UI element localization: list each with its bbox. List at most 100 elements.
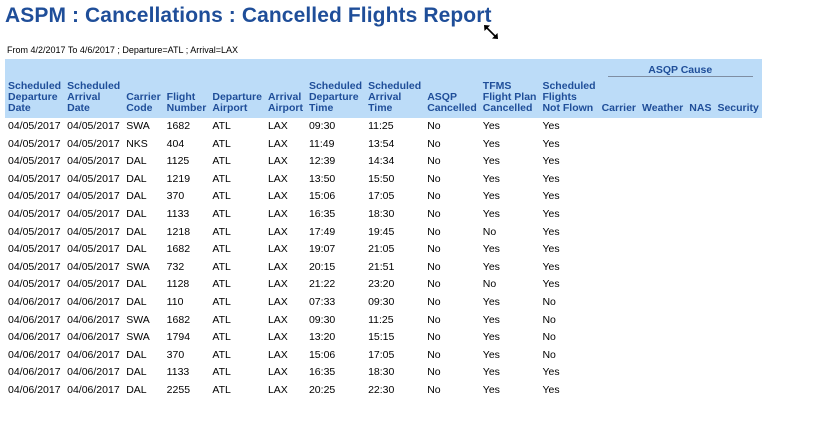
table-cell: No: [427, 207, 441, 220]
table-cell: 07:33: [308, 295, 336, 308]
table-cell: Yes: [482, 348, 500, 361]
column-header-line: Arrival: [368, 91, 402, 103]
table-cell: ATL: [212, 172, 231, 185]
table-cell: 04/05/2017: [67, 137, 120, 150]
table-cell: No: [427, 260, 441, 273]
table-cell: No: [427, 190, 441, 203]
table-cell: ATL: [212, 243, 231, 256]
table-cell: [599, 136, 639, 154]
table-cell: 04/05/2017: [8, 207, 61, 220]
page-title: ASPM : Cancellations : Cancelled Flights…: [5, 4, 492, 27]
table-cell: Yes: [542, 383, 560, 396]
table-cell: Yes: [482, 172, 500, 185]
table-cell: 04/06/2017: [8, 313, 61, 326]
table-row: 04/05/2017 04/05/2017 DAL 1133 ATL LAX 16:35 18…: [5, 206, 762, 224]
table-cell: [714, 153, 761, 171]
table-cell: Yes: [542, 260, 560, 273]
table-cell: DAL: [126, 207, 147, 220]
table-cell: [639, 382, 686, 400]
table-cell: 23:20: [368, 278, 395, 291]
column-header-line: Departure: [8, 91, 58, 103]
table-cell: [714, 136, 761, 154]
table-cell: [639, 294, 686, 312]
table-cell: [686, 329, 714, 347]
table-row: 04/06/2017 04/06/2017 SWA 1682 ATL LAX 09:30 11…: [5, 312, 762, 330]
table-cell: 13:50: [308, 172, 336, 185]
table-cell: 04/06/2017: [8, 366, 61, 379]
table-cell: LAX: [267, 295, 288, 308]
column-header-line: Weather: [642, 102, 684, 114]
table-cell: 1682: [166, 120, 191, 132]
table-cell: No: [427, 243, 441, 256]
table-cell: [686, 294, 714, 312]
cancelled-flights-table: ASQP Cause Scheduled Departure Date Schedul…: [5, 59, 762, 400]
table-cell: No: [427, 366, 441, 379]
table-cell: 110: [166, 295, 184, 308]
table-cell: SWA: [126, 331, 150, 344]
table-cell: [639, 259, 686, 277]
table-cell: [639, 347, 686, 365]
table-cell: Yes: [542, 366, 560, 379]
table-cell: [714, 294, 761, 312]
table-cell: [639, 206, 686, 224]
table-cell: [686, 188, 714, 206]
table-cell: LAX: [267, 278, 288, 291]
table-cell: 1682: [166, 313, 191, 326]
table-cell: 1133: [166, 366, 190, 379]
table-cell: 04/06/2017: [67, 348, 120, 361]
table-cell: 21:51: [368, 260, 395, 273]
table-cell: [599, 347, 639, 365]
table-cell: Yes: [542, 172, 560, 185]
table-cell: Yes: [542, 225, 560, 238]
table-cell: LAX: [267, 348, 288, 361]
table-cell: Yes: [542, 120, 560, 132]
table-cell: ATL: [212, 295, 231, 308]
table-cell: LAX: [267, 207, 288, 220]
column-header-line: Security: [717, 102, 759, 114]
column-header: Scheduled Arrival Date: [64, 80, 124, 118]
column-header-line: Departure: [308, 91, 359, 103]
table-cell: Yes: [482, 155, 500, 168]
table-cell: DAL: [126, 155, 147, 168]
table-cell: 04/05/2017: [67, 155, 120, 168]
table-row: 04/05/2017 04/05/2017 DAL 1682 ATL LAX 19:07 21…: [5, 241, 762, 259]
table-cell: 12:39: [308, 155, 336, 168]
table-cell: 04/06/2017: [8, 348, 61, 361]
table-cell: LAX: [267, 225, 288, 238]
column-header-line: Date: [67, 102, 90, 114]
column-header-line: Cancelled: [482, 102, 533, 114]
column-header-line: Scheduled: [67, 80, 121, 92]
table-cell: 370: [166, 190, 185, 203]
table-row: 04/06/2017 04/06/2017 DAL 2255 ATL LAX 20:25 22…: [5, 382, 762, 400]
table-cell: 13:54: [368, 137, 395, 150]
column-header: Departure Airport: [209, 81, 265, 118]
column-header: Carrier Code: [123, 81, 164, 118]
table-cell: DAL: [126, 348, 147, 361]
table-cell: [599, 171, 639, 189]
table-cell: LAX: [267, 366, 288, 379]
column-header-line: Flights: [542, 91, 577, 103]
table-cell: 04/06/2017: [67, 295, 120, 308]
table-cell: 04/05/2017: [8, 137, 61, 150]
table-row: 04/05/2017 04/05/2017 DAL 1128 ATL LAX 21:22 23…: [5, 276, 762, 294]
column-header-line: Time: [308, 102, 334, 114]
table-body: 04/05/2017 04/05/2017 SWA 1682 ATL LAX 09:30 11…: [5, 118, 762, 400]
table-cell: ATL: [212, 155, 231, 168]
table-cell: No: [427, 137, 441, 150]
table-cell: ATL: [212, 278, 231, 291]
table-cell: 04/05/2017: [8, 243, 61, 256]
column-header-row: Scheduled Departure Date Scheduled Arrival Da…: [5, 81, 762, 118]
table-cell: SWA: [126, 260, 150, 273]
table-cell: [686, 206, 714, 224]
table-cell: SWA: [126, 120, 150, 132]
table-cell: [686, 241, 714, 259]
table-cell: ATL: [212, 225, 231, 238]
table-row: 04/05/2017 04/05/2017 SWA 1682 ATL LAX 09:30 11…: [5, 118, 762, 136]
table-row: 04/06/2017 04/06/2017 DAL 370 ATL LAX 15:06 17:…: [5, 347, 762, 365]
table-cell: ATL: [212, 190, 231, 203]
column-header-line: Scheduled: [368, 80, 422, 92]
table-cell: No: [427, 295, 441, 308]
column-header-line: Flight Plan: [482, 91, 537, 103]
column-header: Carrier: [598, 81, 640, 118]
table-cell: ATL: [212, 207, 231, 220]
